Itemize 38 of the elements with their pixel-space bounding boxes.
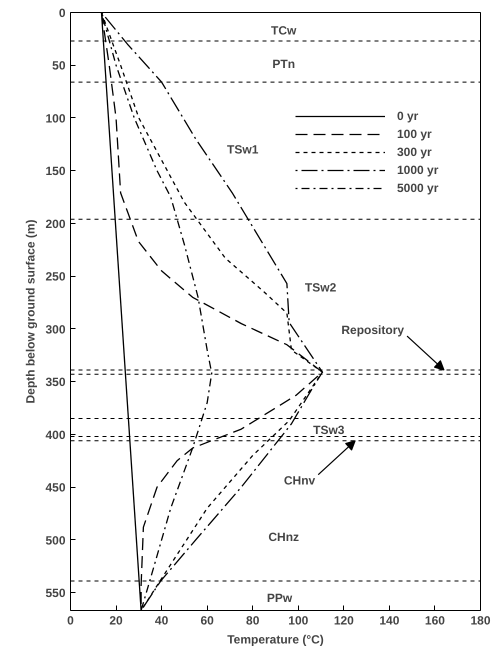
x-tick-label: 80 bbox=[246, 614, 260, 628]
annotation: Repository bbox=[341, 323, 404, 338]
x-tick-label: 160 bbox=[424, 614, 446, 628]
annotation: CHnv bbox=[284, 474, 316, 488]
x-tick-label: 0 bbox=[67, 614, 74, 628]
x-tick-label: 100 bbox=[288, 614, 309, 628]
x-tick-label: 140 bbox=[379, 614, 400, 628]
y-tick-label: 250 bbox=[45, 270, 66, 284]
annotation: TSw2 bbox=[304, 280, 337, 295]
x-tick-label: 20 bbox=[109, 614, 124, 628]
y-tick-label: 400 bbox=[45, 428, 66, 442]
y-tick-label: 200 bbox=[45, 216, 66, 231]
y-tick-label: 100 bbox=[45, 111, 66, 126]
annotation: PTn bbox=[272, 56, 296, 71]
text: 5000 yr bbox=[397, 180, 438, 196]
x-tick-label: 60 bbox=[200, 614, 214, 628]
y-tick-label: 50 bbox=[52, 58, 66, 73]
y-tick-label: 500 bbox=[45, 533, 66, 548]
text: 100 yr bbox=[397, 126, 432, 142]
x-tick-label: 120 bbox=[334, 614, 354, 628]
annotation: TCw bbox=[271, 23, 298, 38]
x-tick-label: 40 bbox=[154, 614, 169, 628]
annotation: TSw3 bbox=[313, 422, 345, 437]
y-tick-label: 150 bbox=[45, 164, 66, 178]
annotation: PPw bbox=[266, 590, 293, 605]
annotation: TSw1 bbox=[227, 142, 259, 156]
y-tick-label: 450 bbox=[45, 480, 66, 495]
x-tick-label: 180 bbox=[470, 614, 491, 628]
annotation: CHnz bbox=[268, 530, 300, 544]
x-axis-title: Temperature (°C) bbox=[227, 632, 324, 646]
y-tick-label: 300 bbox=[45, 322, 66, 336]
y-axis-title: Depth below ground surface (m) bbox=[23, 219, 38, 404]
y-tick-label: 550 bbox=[45, 586, 66, 600]
text: 0 yr bbox=[397, 108, 418, 124]
y-tick-label: 350 bbox=[45, 375, 66, 390]
text: 1000 yr bbox=[397, 162, 438, 178]
y-tick-label: 0 bbox=[58, 6, 66, 20]
text: 300 yr bbox=[397, 144, 432, 160]
